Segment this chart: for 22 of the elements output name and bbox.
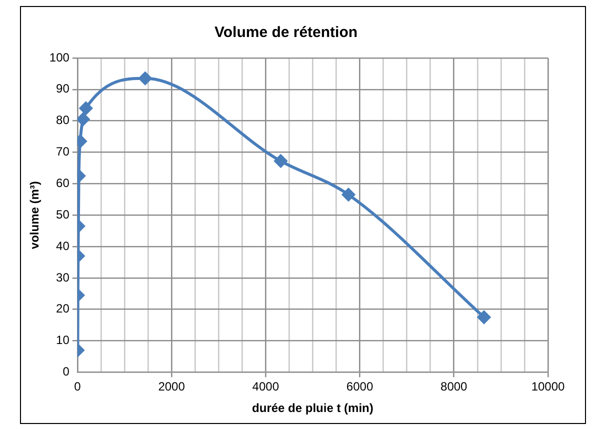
y-tick-label: 40	[56, 238, 70, 253]
y-tick-label: 100	[49, 50, 70, 64]
y-tick-label: 30	[56, 270, 70, 284]
y-tick-label: 90	[56, 82, 70, 96]
y-tick-label: 0	[62, 364, 70, 379]
x-tick-label: 2000	[158, 380, 186, 394]
y-tick-label: 50	[56, 207, 70, 222]
y-tick-label: 20	[56, 302, 70, 316]
point	[478, 310, 490, 324]
x-tick-label: 4000	[252, 380, 280, 394]
y-tick-label: 10	[56, 333, 70, 348]
chart-title: Volume de rétention	[214, 24, 358, 42]
y-tick-label: 60	[56, 176, 70, 190]
point	[77, 134, 87, 148]
x-tick-label: 6000	[346, 380, 374, 394]
x-axis-title: durée de pluie t (min)	[252, 401, 374, 416]
x-tick-label: 0	[74, 380, 82, 394]
x-tick-label: 10000	[531, 380, 566, 394]
x-tick-label: 8000	[440, 380, 468, 394]
y-tick-label: 70	[56, 144, 70, 159]
y-tick-label: 80	[56, 113, 70, 128]
y-axis-title: volume (m³)	[28, 181, 42, 250]
